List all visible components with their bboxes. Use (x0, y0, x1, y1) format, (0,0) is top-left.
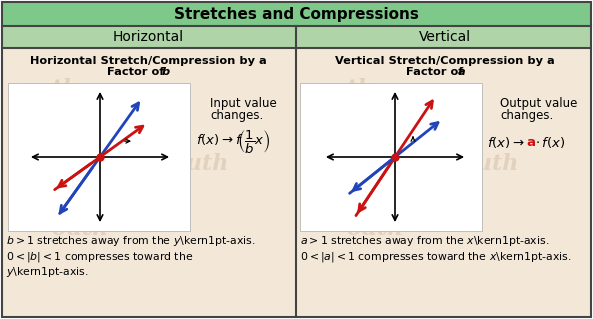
Text: $\cdot\, f(x)$: $\cdot\, f(x)$ (535, 135, 565, 150)
Text: $\mathbf{a}$: $\mathbf{a}$ (526, 136, 536, 149)
Text: $b > 1$ stretches away from the $y$\kern1pt-axis.: $b > 1$ stretches away from the $y$\kern… (6, 234, 256, 248)
Text: Vertical: Vertical (419, 30, 471, 44)
Text: $0 < |a| < 1$ compresses toward the $x$\kern1pt-axis.: $0 < |a| < 1$ compresses toward the $x$\… (300, 250, 572, 264)
Text: a: a (458, 67, 466, 77)
Text: $f(x) \rightarrow f\!\left(\dfrac{1}{b}x\right)$: $f(x) \rightarrow f\!\left(\dfrac{1}{b}x… (196, 129, 270, 156)
Text: changes.: changes. (500, 109, 553, 122)
Text: $y$\kern1pt-axis.: $y$\kern1pt-axis. (6, 265, 89, 279)
Text: outh: outh (461, 153, 519, 175)
Bar (2, 48, 296, 317)
Text: $a > 1$ stretches away from the $x$\kern1pt-axis.: $a > 1$ stretches away from the $x$\kern… (300, 234, 549, 248)
Text: outh: outh (171, 153, 229, 175)
Text: outh: outh (316, 78, 374, 100)
Bar (300, 83, 482, 231)
Bar (296, 48, 591, 317)
Text: Factor of: Factor of (107, 67, 165, 77)
Text: Vertical Stretch/Compression by a: Vertical Stretch/Compression by a (334, 56, 554, 66)
Text: Input value: Input value (210, 98, 277, 110)
Text: Stretches and Compressions: Stretches and Compressions (174, 6, 419, 21)
Text: b: b (162, 67, 170, 77)
Text: $f(x) \rightarrow$: $f(x) \rightarrow$ (487, 135, 525, 150)
Bar (2, 26, 591, 48)
Text: outh: outh (21, 78, 79, 100)
Bar (8, 83, 190, 231)
Text: changes.: changes. (210, 109, 263, 122)
Bar (2, 2, 591, 26)
Text: $0 < |b| < 1$ compresses toward the: $0 < |b| < 1$ compresses toward the (6, 250, 193, 264)
Text: Factor of: Factor of (406, 67, 463, 77)
Text: Horizontal Stretch/Compression by a: Horizontal Stretch/Compression by a (30, 56, 266, 66)
Text: outh: outh (52, 218, 109, 240)
Text: Horizontal: Horizontal (113, 30, 184, 44)
Text: Output value: Output value (500, 98, 578, 110)
Text: outh: outh (346, 218, 404, 240)
